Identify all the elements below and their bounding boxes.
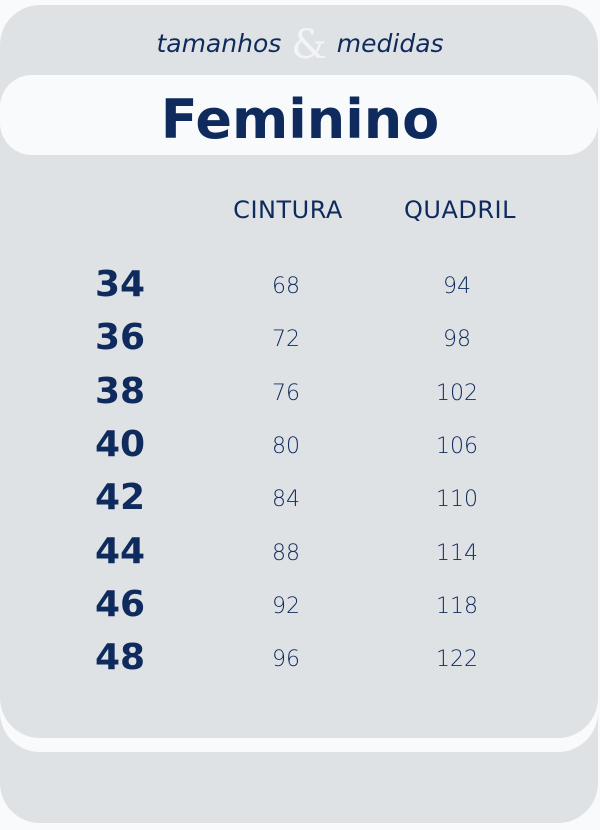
title-band	[0, 75, 598, 155]
quadril-value: 94	[443, 274, 471, 299]
cintura-value: 68	[272, 274, 300, 299]
table-row: 46 92 118	[0, 584, 600, 634]
size-label: 44	[94, 530, 146, 572]
table-row: 40 80 106	[0, 424, 600, 474]
size-label: 42	[94, 477, 146, 519]
table-row: 48 96 122	[0, 637, 600, 687]
table-row: 38 76 102	[0, 371, 600, 421]
quadril-value: 98	[443, 327, 471, 353]
size-label: 46	[94, 583, 146, 625]
quadril-value: 110	[436, 487, 478, 513]
quadril-value: 114	[436, 540, 478, 566]
size-label: 48	[94, 637, 146, 679]
quadril-value: 122	[436, 647, 478, 673]
cintura-value: 88	[272, 540, 300, 566]
size-label: 38	[94, 370, 146, 412]
cintura-value: 96	[272, 647, 300, 673]
quadril-value: 118	[436, 593, 478, 619]
size-table-card	[0, 172, 598, 738]
subtitle: tamanhos & medidas	[0, 22, 600, 68]
cintura-value: 80	[272, 433, 300, 459]
cintura-value: 72	[272, 327, 300, 353]
table-row: 34 68 94	[0, 264, 600, 314]
size-label: 40	[94, 423, 146, 465]
quadril-value: 106	[436, 433, 478, 459]
quadril-value: 102	[436, 380, 478, 406]
page-title: Feminino	[160, 88, 440, 151]
size-label: 36	[94, 317, 146, 359]
column-header-quadril: QUADRIL	[404, 196, 516, 224]
table-row: 42 84 110	[0, 477, 600, 527]
cintura-value: 92	[272, 593, 300, 619]
size-label: 34	[94, 264, 146, 305]
subtitle-right: medidas	[336, 29, 444, 58]
column-header-cintura: CINTURA	[233, 196, 343, 224]
ampersand: &	[291, 22, 327, 68]
cintura-value: 76	[272, 380, 300, 406]
table-row: 44 88 114	[0, 531, 600, 581]
cintura-value: 84	[272, 487, 300, 513]
subtitle-left: tamanhos	[156, 29, 282, 58]
table-row: 36 72 98	[0, 317, 600, 367]
